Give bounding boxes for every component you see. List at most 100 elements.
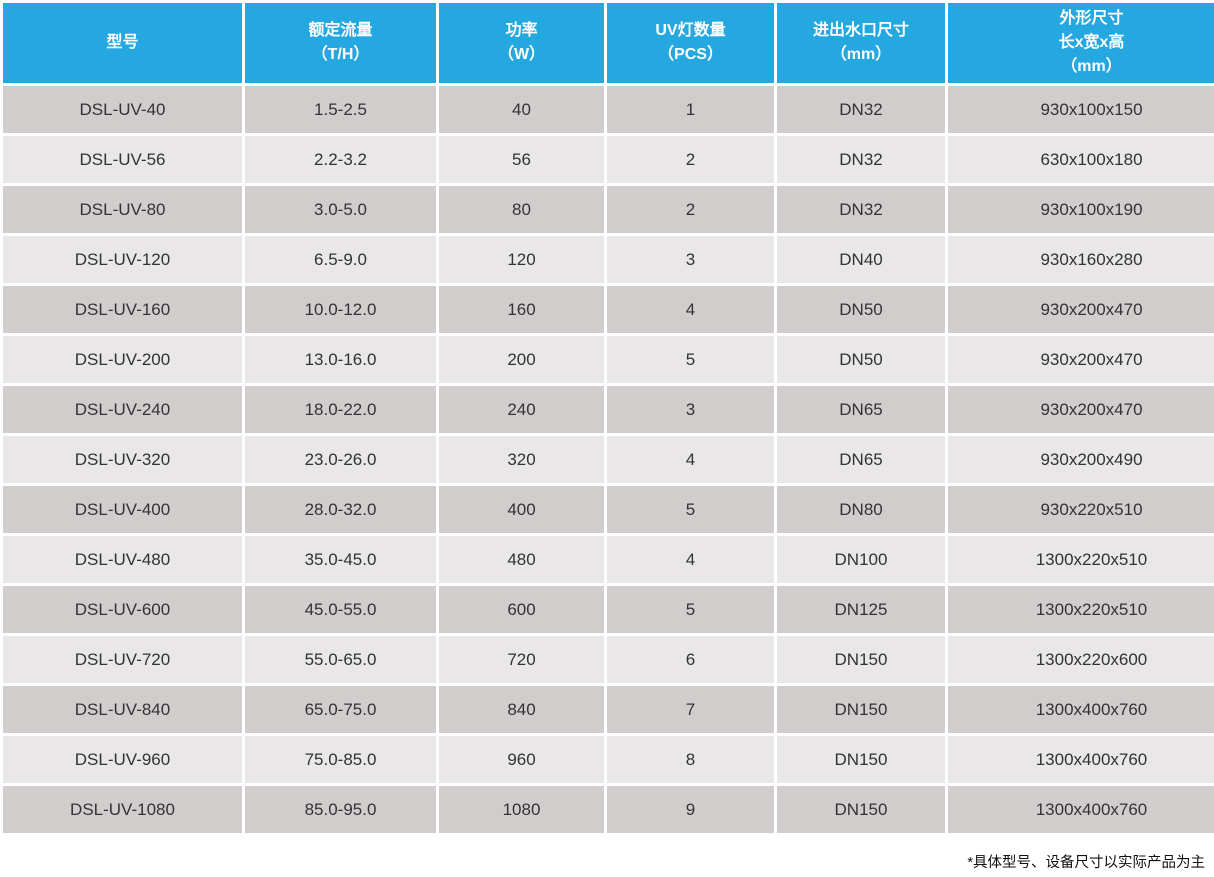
table-cell-dimensions: 630x100x180: [948, 136, 1214, 183]
table-cell-port_size: DN65: [777, 386, 945, 433]
table-cell-rated_flow: 3.0-5.0: [245, 186, 436, 233]
table-cell-model: DSL-UV-240: [3, 386, 242, 433]
table-cell-rated_flow: 1.5-2.5: [245, 86, 436, 133]
column-header-port-size: 进出水口尺寸 （mm）: [777, 3, 945, 83]
table-cell-power: 240: [439, 386, 604, 433]
table-body: DSL-UV-40 1.5-2.5 40 1 DN32 930x100x150 DSL-UV…: [3, 86, 1214, 833]
column-header-uv-lamp-qty: UV灯数量 （PCS）: [607, 3, 774, 83]
table-row: DSL-UV-1080 85.0-95.0 1080 9 DN150 1300x400x7…: [3, 786, 1214, 833]
table-cell-rated_flow: 85.0-95.0: [245, 786, 436, 833]
table-cell-uv_lamp_qty: 4: [607, 286, 774, 333]
table-cell-rated_flow: 23.0-26.0: [245, 436, 436, 483]
table-cell-rated_flow: 35.0-45.0: [245, 536, 436, 583]
table-cell-uv_lamp_qty: 6: [607, 636, 774, 683]
table-cell-uv_lamp_qty: 4: [607, 536, 774, 583]
table-cell-model: DSL-UV-600: [3, 586, 242, 633]
table-row: DSL-UV-720 55.0-65.0 720 6 DN150 1300x220x600: [3, 636, 1214, 683]
table-cell-power: 320: [439, 436, 604, 483]
table-cell-uv_lamp_qty: 5: [607, 336, 774, 383]
table-cell-port_size: DN150: [777, 786, 945, 833]
table-cell-uv_lamp_qty: 2: [607, 186, 774, 233]
table-cell-port_size: DN100: [777, 536, 945, 583]
table-cell-power: 80: [439, 186, 604, 233]
table-row: DSL-UV-960 75.0-85.0 960 8 DN150 1300x400x760: [3, 736, 1214, 783]
table-cell-model: DSL-UV-400: [3, 486, 242, 533]
column-header-power: 功率 （W）: [439, 3, 604, 83]
table-cell-power: 40: [439, 86, 604, 133]
table-cell-dimensions: 930x200x470: [948, 286, 1214, 333]
table-row: DSL-UV-56 2.2-3.2 56 2 DN32 630x100x180: [3, 136, 1214, 183]
table-cell-dimensions: 930x200x470: [948, 336, 1214, 383]
table-cell-power: 960: [439, 736, 604, 783]
table-cell-model: DSL-UV-56: [3, 136, 242, 183]
table-cell-rated_flow: 6.5-9.0: [245, 236, 436, 283]
table-cell-dimensions: 1300x400x760: [948, 736, 1214, 783]
table-header-row: 型号 额定流量 （T/H） 功率 （W） UV灯数量 （PCS） 进出水口尺寸 …: [3, 3, 1214, 83]
table-row: DSL-UV-80 3.0-5.0 80 2 DN32 930x100x190: [3, 186, 1214, 233]
table-cell-dimensions: 930x100x190: [948, 186, 1214, 233]
column-header-rated-flow: 额定流量 （T/H）: [245, 3, 436, 83]
table-cell-model: DSL-UV-960: [3, 736, 242, 783]
table-cell-rated_flow: 75.0-85.0: [245, 736, 436, 783]
table-cell-dimensions: 1300x220x600: [948, 636, 1214, 683]
table-cell-power: 720: [439, 636, 604, 683]
table-cell-port_size: DN65: [777, 436, 945, 483]
table-cell-dimensions: 930x100x150: [948, 86, 1214, 133]
table-cell-dimensions: 1300x400x760: [948, 786, 1214, 833]
table-cell-power: 840: [439, 686, 604, 733]
table-cell-uv_lamp_qty: 7: [607, 686, 774, 733]
table-cell-uv_lamp_qty: 5: [607, 586, 774, 633]
table-cell-power: 56: [439, 136, 604, 183]
spec-table: 型号 额定流量 （T/H） 功率 （W） UV灯数量 （PCS） 进出水口尺寸 …: [3, 3, 1214, 833]
table-cell-uv_lamp_qty: 1: [607, 86, 774, 133]
table-cell-model: DSL-UV-840: [3, 686, 242, 733]
table-cell-port_size: DN40: [777, 236, 945, 283]
table-row: DSL-UV-320 23.0-26.0 320 4 DN65 930x200x490: [3, 436, 1214, 483]
table-cell-port_size: DN80: [777, 486, 945, 533]
table-cell-model: DSL-UV-720: [3, 636, 242, 683]
table-cell-power: 200: [439, 336, 604, 383]
footnote: *具体型号、设备尺寸以实际产品为主: [967, 855, 1205, 871]
column-header-dimensions: 外形尺寸 长x宽x高 （mm）: [948, 3, 1214, 83]
table-cell-power: 600: [439, 586, 604, 633]
table-row: DSL-UV-480 35.0-45.0 480 4 DN100 1300x220x510: [3, 536, 1214, 583]
table-cell-rated_flow: 55.0-65.0: [245, 636, 436, 683]
table-cell-port_size: DN125: [777, 586, 945, 633]
table-cell-rated_flow: 10.0-12.0: [245, 286, 436, 333]
table-cell-rated_flow: 65.0-75.0: [245, 686, 436, 733]
table-row: DSL-UV-160 10.0-12.0 160 4 DN50 930x200x470: [3, 286, 1214, 333]
table-cell-power: 120: [439, 236, 604, 283]
table-cell-uv_lamp_qty: 3: [607, 386, 774, 433]
table-row: DSL-UV-840 65.0-75.0 840 7 DN150 1300x400x760: [3, 686, 1214, 733]
table-cell-dimensions: 1300x220x510: [948, 586, 1214, 633]
table-cell-rated_flow: 45.0-55.0: [245, 586, 436, 633]
table-cell-model: DSL-UV-80: [3, 186, 242, 233]
table-cell-power: 1080: [439, 786, 604, 833]
table-cell-uv_lamp_qty: 9: [607, 786, 774, 833]
table-cell-port_size: DN32: [777, 186, 945, 233]
table-cell-model: DSL-UV-320: [3, 436, 242, 483]
table-cell-port_size: DN50: [777, 336, 945, 383]
table-cell-port_size: DN150: [777, 686, 945, 733]
table-row: DSL-UV-120 6.5-9.0 120 3 DN40 930x160x280: [3, 236, 1214, 283]
table-cell-uv_lamp_qty: 8: [607, 736, 774, 783]
table-cell-rated_flow: 13.0-16.0: [245, 336, 436, 383]
table-cell-rated_flow: 28.0-32.0: [245, 486, 436, 533]
table-cell-dimensions: 1300x400x760: [948, 686, 1214, 733]
table-row: DSL-UV-240 18.0-22.0 240 3 DN65 930x200x470: [3, 386, 1214, 433]
table-cell-rated_flow: 18.0-22.0: [245, 386, 436, 433]
table-cell-dimensions: 930x160x280: [948, 236, 1214, 283]
table-cell-uv_lamp_qty: 3: [607, 236, 774, 283]
column-header-model: 型号: [3, 3, 242, 83]
table-cell-model: DSL-UV-1080: [3, 786, 242, 833]
table-cell-power: 160: [439, 286, 604, 333]
table-cell-dimensions: 930x200x490: [948, 436, 1214, 483]
table-row: DSL-UV-200 13.0-16.0 200 5 DN50 930x200x470: [3, 336, 1214, 383]
table-cell-model: DSL-UV-40: [3, 86, 242, 133]
table-cell-dimensions: 1300x220x510: [948, 536, 1214, 583]
table-cell-port_size: DN150: [777, 736, 945, 783]
table-cell-uv_lamp_qty: 5: [607, 486, 774, 533]
table-cell-power: 400: [439, 486, 604, 533]
table-row: DSL-UV-400 28.0-32.0 400 5 DN80 930x220x510: [3, 486, 1214, 533]
